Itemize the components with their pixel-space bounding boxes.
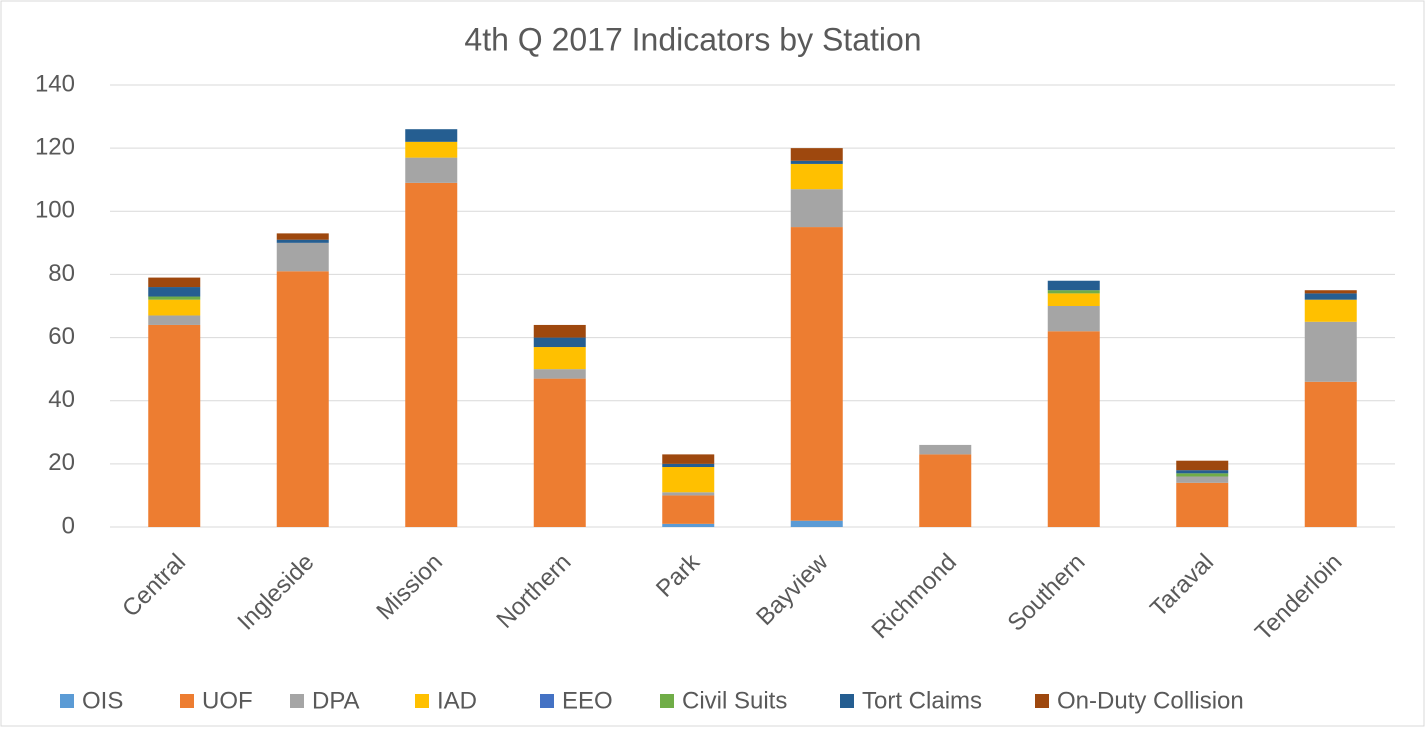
legend-swatch [415, 694, 429, 708]
bar-segment [662, 492, 715, 496]
bar-segment [790, 189, 843, 228]
legend-label: OIS [82, 687, 123, 714]
legend-swatch [660, 694, 674, 708]
bar-segment [1047, 331, 1100, 527]
bar-segment [919, 454, 972, 527]
bar-segment [1176, 460, 1229, 471]
bar-segment [790, 160, 843, 164]
bar-segment [1304, 381, 1357, 527]
legend-label: EEO [562, 687, 613, 714]
y-tick-label: 0 [62, 512, 75, 539]
legend-label: Tort Claims [862, 687, 982, 714]
bar-segment [790, 148, 843, 161]
bar-segment [1047, 293, 1100, 306]
bar-segment [533, 347, 586, 370]
bar-segment [148, 287, 201, 297]
bar-segment [1047, 290, 1100, 294]
bar-segment [276, 239, 329, 243]
bar-segment [148, 277, 201, 288]
bar-segment [662, 463, 715, 468]
legend-label: IAD [437, 687, 477, 714]
bar-segment [148, 324, 201, 527]
y-tick-label: 80 [48, 260, 75, 287]
bar-segment [276, 242, 329, 272]
bar-segment [1304, 321, 1357, 382]
bar-segment [1047, 306, 1100, 332]
bar-segment [276, 271, 329, 527]
bar-segment [533, 324, 586, 338]
y-tick-label: 120 [35, 133, 75, 160]
bar-segment [533, 369, 586, 379]
bar-segment [790, 163, 843, 190]
bar-segment [790, 520, 843, 527]
bar-segment [1047, 280, 1100, 291]
bar-segment [533, 378, 586, 527]
bar-segment [405, 157, 458, 183]
bar-segment [405, 141, 458, 158]
bar-segment [148, 315, 201, 325]
y-tick-label: 140 [35, 70, 75, 97]
bar-segment [148, 296, 201, 300]
bar-segment [1304, 293, 1357, 300]
legend-swatch [180, 694, 194, 708]
bar-segment [1176, 473, 1229, 477]
bar-segment [405, 182, 458, 527]
bar-segment [662, 454, 715, 464]
legend-swatch [290, 694, 304, 708]
legend-swatch [60, 694, 74, 708]
y-tick-label: 60 [48, 323, 75, 350]
bar-segment [1304, 299, 1357, 322]
bar-segment [148, 299, 201, 316]
bar-segment [662, 467, 715, 493]
chart-title: 4th Q 2017 Indicators by Station [464, 21, 921, 57]
bar-segment [1176, 470, 1229, 474]
y-tick-label: 100 [35, 197, 75, 224]
legend-label: UOF [202, 687, 253, 714]
legend-label: DPA [312, 687, 360, 714]
y-tick-label: 20 [48, 449, 75, 476]
bar-segment [405, 129, 458, 142]
bar-segment [662, 523, 715, 527]
bar-segment [533, 337, 586, 348]
bar-segment [1304, 290, 1357, 294]
legend-swatch [840, 694, 854, 708]
legend-swatch [1035, 694, 1049, 708]
legend-label: On-Duty Collision [1057, 687, 1244, 714]
bar-segment [919, 444, 972, 455]
bar-segment [662, 495, 715, 524]
bar-segment [790, 227, 843, 521]
legend-label: Civil Suits [682, 687, 787, 714]
bar-segment [1176, 476, 1229, 483]
bar-segment [1176, 482, 1229, 527]
y-tick-label: 40 [48, 386, 75, 413]
bar-segment [276, 233, 329, 240]
legend-swatch [540, 694, 554, 708]
